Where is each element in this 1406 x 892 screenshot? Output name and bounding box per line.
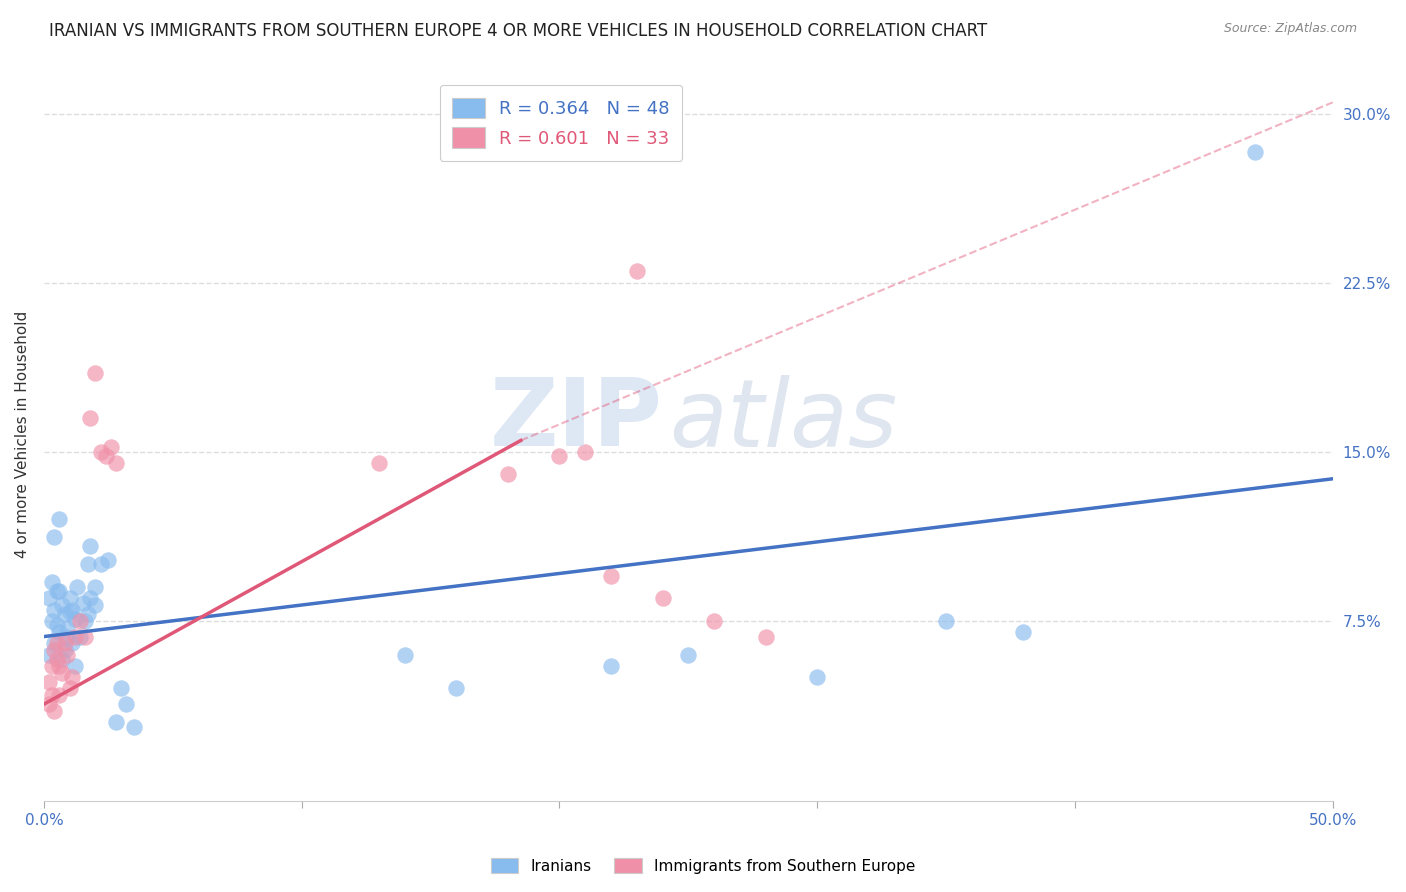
Point [63,630,86,644]
Point [53,607,76,621]
Point [51,665,73,680]
Point [90,558,112,572]
Point [105,715,128,730]
Point [38,674,60,689]
Point [45,636,67,650]
Point [100,440,122,454]
Point [69,614,91,628]
Point [97,553,120,567]
Point [45,584,67,599]
Point [574,444,596,458]
Point [110,681,132,696]
Point [548,449,571,463]
Point [48,688,70,702]
Point [44,530,66,544]
Point [56,621,79,635]
Point [1012,625,1035,640]
Point [703,614,725,628]
Point [44,602,66,616]
Point [48,659,70,673]
Point [651,591,673,606]
Point [69,630,91,644]
Point [94,449,117,463]
Y-axis label: 4 or more Vehicles in Household: 4 or more Vehicles in Household [15,311,30,558]
Point [935,614,957,628]
Point [60,636,83,650]
Point [44,636,66,650]
Point [48,625,70,640]
Point [38,648,60,662]
Point [44,643,66,657]
Point [75,614,97,628]
Point [678,648,700,662]
Point [38,697,60,711]
Point [72,596,94,610]
Point [41,575,63,590]
Point [51,652,73,666]
Point [59,591,82,606]
Point [45,618,67,632]
Point [600,568,623,582]
Point [79,540,101,554]
Point [48,584,70,599]
Point [53,636,76,650]
Point [48,512,70,526]
Point [41,688,63,702]
Point [56,630,79,644]
Point [394,648,416,662]
Legend: R = 0.364   N = 48, R = 0.601   N = 33: R = 0.364 N = 48, R = 0.601 N = 33 [440,85,682,161]
Point [84,598,107,612]
Point [122,720,145,734]
Point [755,630,778,644]
Point [76,607,98,621]
Point [446,681,468,696]
Point [368,456,391,470]
Point [626,264,648,278]
Point [1244,145,1267,159]
Point [44,704,66,718]
Text: IRANIAN VS IMMIGRANTS FROM SOUTHERN EUROPE 4 OR MORE VEHICLES IN HOUSEHOLD CORRE: IRANIAN VS IMMIGRANTS FROM SOUTHERN EURO… [49,22,987,40]
Point [84,366,107,380]
Legend: Iranians, Immigrants from Southern Europe: Iranians, Immigrants from Southern Europ… [485,852,921,880]
Point [59,605,82,619]
Point [79,591,101,606]
Point [38,591,60,606]
Point [41,659,63,673]
Point [63,611,86,625]
Point [63,659,86,673]
Point [496,467,519,482]
Text: ZIP: ZIP [489,374,662,467]
Point [79,411,101,425]
Text: atlas: atlas [669,375,897,466]
Point [84,580,107,594]
Point [76,558,98,572]
Point [60,670,83,684]
Point [51,598,73,612]
Point [41,614,63,628]
Point [90,444,112,458]
Point [75,630,97,644]
Point [66,580,89,594]
Point [59,681,82,696]
Point [600,659,623,673]
Point [56,648,79,662]
Point [806,670,828,684]
Point [53,643,76,657]
Point [45,652,67,666]
Point [115,697,138,711]
Point [60,602,83,616]
Text: Source: ZipAtlas.com: Source: ZipAtlas.com [1223,22,1357,36]
Point [105,456,128,470]
